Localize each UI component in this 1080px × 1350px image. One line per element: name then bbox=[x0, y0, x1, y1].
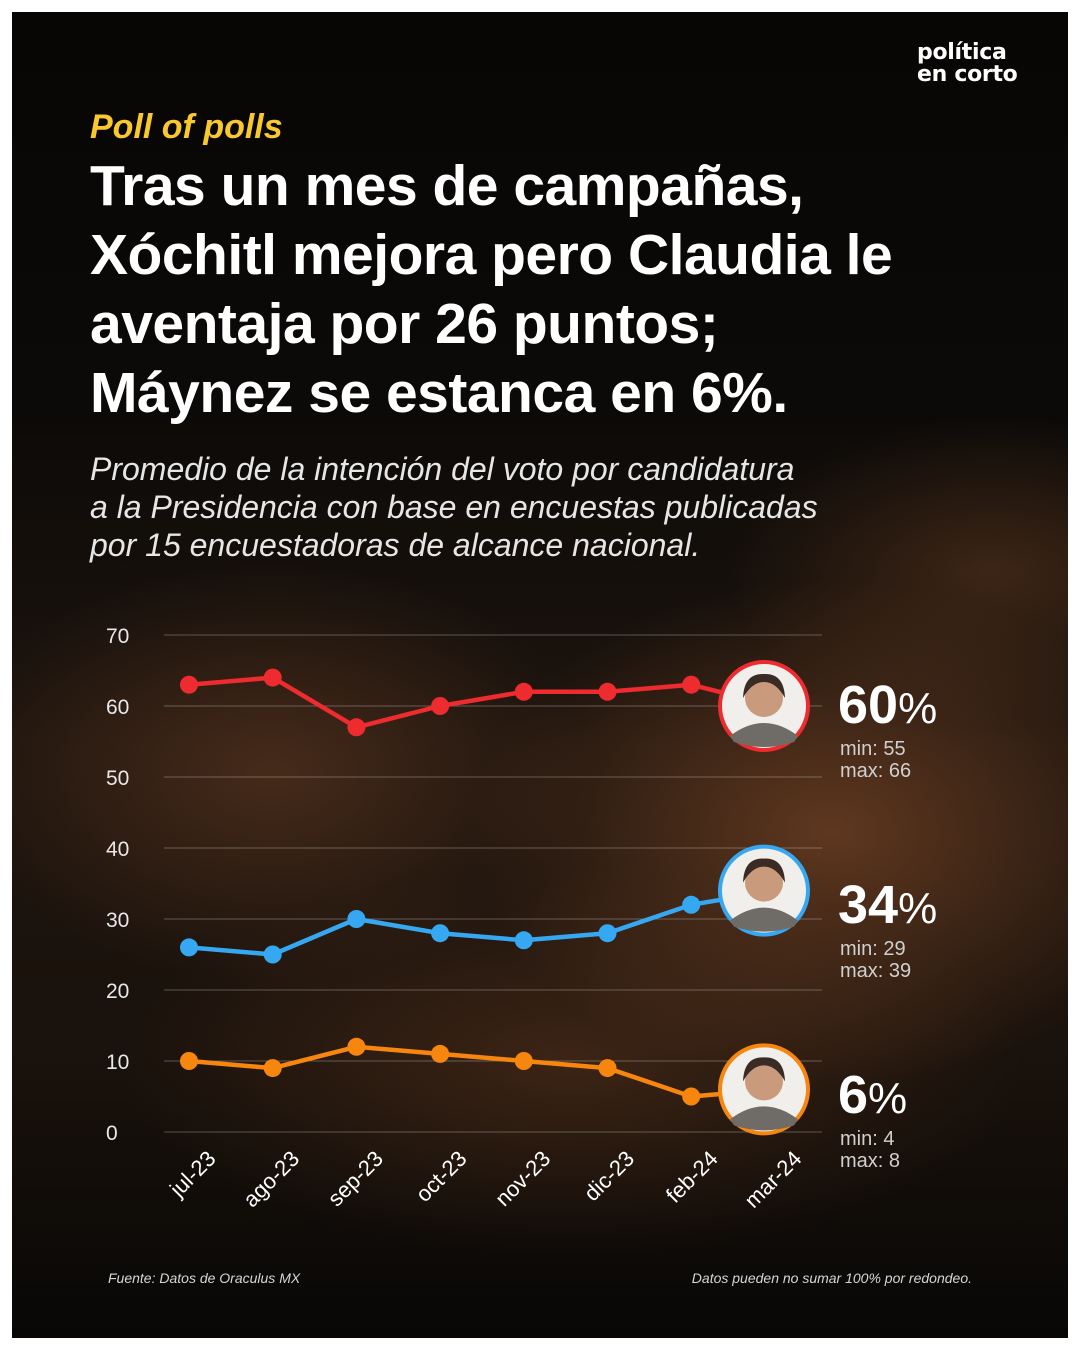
avatar-head bbox=[745, 863, 783, 902]
x-tick-label: oct-23 bbox=[411, 1146, 472, 1207]
series-line bbox=[186, 675, 778, 730]
data-point bbox=[514, 682, 533, 701]
data-point bbox=[682, 1087, 701, 1106]
title-line: Máynez se estanca en 6%. bbox=[90, 361, 788, 425]
brand-logo: política en corto bbox=[917, 40, 1018, 87]
y-tick-label: 50 bbox=[106, 767, 129, 790]
avatar-head bbox=[745, 1062, 783, 1101]
y-tick-label: 30 bbox=[106, 909, 129, 932]
title-line: Xóchitl mejora pero Claudia le bbox=[90, 223, 893, 287]
data-point bbox=[431, 1044, 450, 1063]
avatar-shoulders bbox=[730, 1106, 798, 1131]
infographic-frame: política en corto Poll of polls Tras un … bbox=[12, 12, 1068, 1338]
avatar-shoulders bbox=[730, 723, 798, 747]
data-point bbox=[431, 697, 450, 715]
series-layer bbox=[180, 668, 778, 1106]
candidate-avatar bbox=[718, 1043, 810, 1136]
y-tick-label: 40 bbox=[106, 838, 129, 861]
data-point bbox=[180, 675, 198, 694]
x-tick-label: feb-24 bbox=[661, 1146, 723, 1208]
brand-logo-line-2: en corto bbox=[917, 62, 1018, 87]
candidate-value-label: 34% bbox=[838, 878, 937, 932]
data-point bbox=[263, 1059, 282, 1078]
data-point bbox=[598, 924, 617, 943]
range-max: max: 8 bbox=[840, 1150, 901, 1172]
candidate-value: 6 bbox=[838, 1065, 869, 1125]
range-min: min: 29 bbox=[840, 938, 906, 960]
range-max: max: 39 bbox=[840, 960, 912, 982]
candidate-value-label: 60% bbox=[838, 678, 937, 732]
x-tick-label: jul-23 bbox=[164, 1146, 220, 1202]
candidate-value: 34 bbox=[838, 875, 899, 935]
x-tick-label: dic-23 bbox=[579, 1146, 639, 1206]
grid-layer: 0 10 20 30 40 50 60 70 jul-23 ago-23 sep-23 oct-23 n… bbox=[106, 625, 822, 1213]
avatar-shoulders bbox=[730, 907, 798, 932]
percent-sign: % bbox=[898, 884, 938, 933]
y-tick-label: 60 bbox=[106, 696, 129, 719]
avatar-hair bbox=[743, 858, 785, 883]
x-tick-label: mar-24 bbox=[739, 1146, 806, 1213]
data-point bbox=[347, 1037, 366, 1056]
range-min: min: 55 bbox=[840, 738, 906, 760]
data-point bbox=[347, 718, 366, 737]
data-point bbox=[263, 945, 282, 964]
data-point bbox=[514, 1052, 533, 1070]
title-line: aventaja por 26 puntos; bbox=[90, 292, 719, 356]
candidate-avatar bbox=[718, 844, 810, 937]
candidate-range: min: 55 max: 66 bbox=[840, 738, 911, 782]
data-point bbox=[431, 924, 450, 943]
chart-subtitle: Promedio de la intención del voto por ca… bbox=[90, 450, 1030, 564]
data-point bbox=[263, 668, 282, 687]
kicker: Poll of polls bbox=[90, 108, 283, 146]
avatar-hair bbox=[743, 1057, 785, 1082]
percent-sign: % bbox=[898, 684, 938, 733]
page-title: Tras un mes de campañas, Xóchitl mejora … bbox=[90, 152, 1050, 428]
range-min: min: 4 bbox=[840, 1128, 895, 1150]
avatar-head bbox=[745, 679, 783, 717]
rounding-note: Datos pueden no sumar 100% por redondeo. bbox=[691, 1270, 972, 1286]
x-tick-label: ago-23 bbox=[238, 1146, 304, 1212]
data-point bbox=[598, 1059, 617, 1078]
series-line bbox=[186, 888, 778, 957]
data-point bbox=[180, 1052, 198, 1070]
avatar-layer bbox=[718, 660, 810, 1136]
subtitle-line: por 15 encuestadoras de alcance nacional… bbox=[90, 527, 701, 563]
candidate-avatar bbox=[718, 660, 810, 752]
data-point bbox=[180, 938, 198, 957]
data-point bbox=[598, 682, 617, 701]
x-tick-label: nov-23 bbox=[490, 1146, 555, 1211]
y-tick-label: 0 bbox=[106, 1122, 118, 1145]
data-point bbox=[347, 910, 366, 928]
percent-sign: % bbox=[868, 1074, 908, 1123]
data-point bbox=[682, 675, 701, 694]
x-tick-label: sep-23 bbox=[323, 1146, 388, 1211]
data-point bbox=[514, 931, 533, 950]
title-line: Tras un mes de campañas, bbox=[90, 154, 804, 218]
candidate-value-label: 6% bbox=[838, 1068, 907, 1122]
y-tick-label: 10 bbox=[106, 1051, 129, 1074]
y-tick-label: 20 bbox=[106, 980, 129, 1003]
range-max: max: 66 bbox=[840, 760, 912, 782]
source-note: Fuente: Datos de Oraculus MX bbox=[108, 1270, 301, 1286]
subtitle-line: Promedio de la intención del voto por ca… bbox=[90, 451, 795, 487]
subtitle-line: a la Presidencia con base en encuestas p… bbox=[90, 489, 818, 525]
avatar-hair bbox=[743, 673, 785, 698]
candidate-range: min: 29 max: 39 bbox=[840, 938, 911, 982]
candidate-range: min: 4 max: 8 bbox=[840, 1128, 900, 1172]
line-chart: 0 10 20 30 40 50 60 70 jul-23 ago-23 sep-23 oct-23 n… bbox=[106, 625, 822, 1213]
data-point bbox=[682, 895, 701, 914]
y-tick-label: 70 bbox=[106, 625, 129, 648]
series-line bbox=[186, 1044, 778, 1099]
brand-logo-line-1: política bbox=[917, 40, 1007, 65]
candidate-value: 60 bbox=[838, 675, 899, 735]
